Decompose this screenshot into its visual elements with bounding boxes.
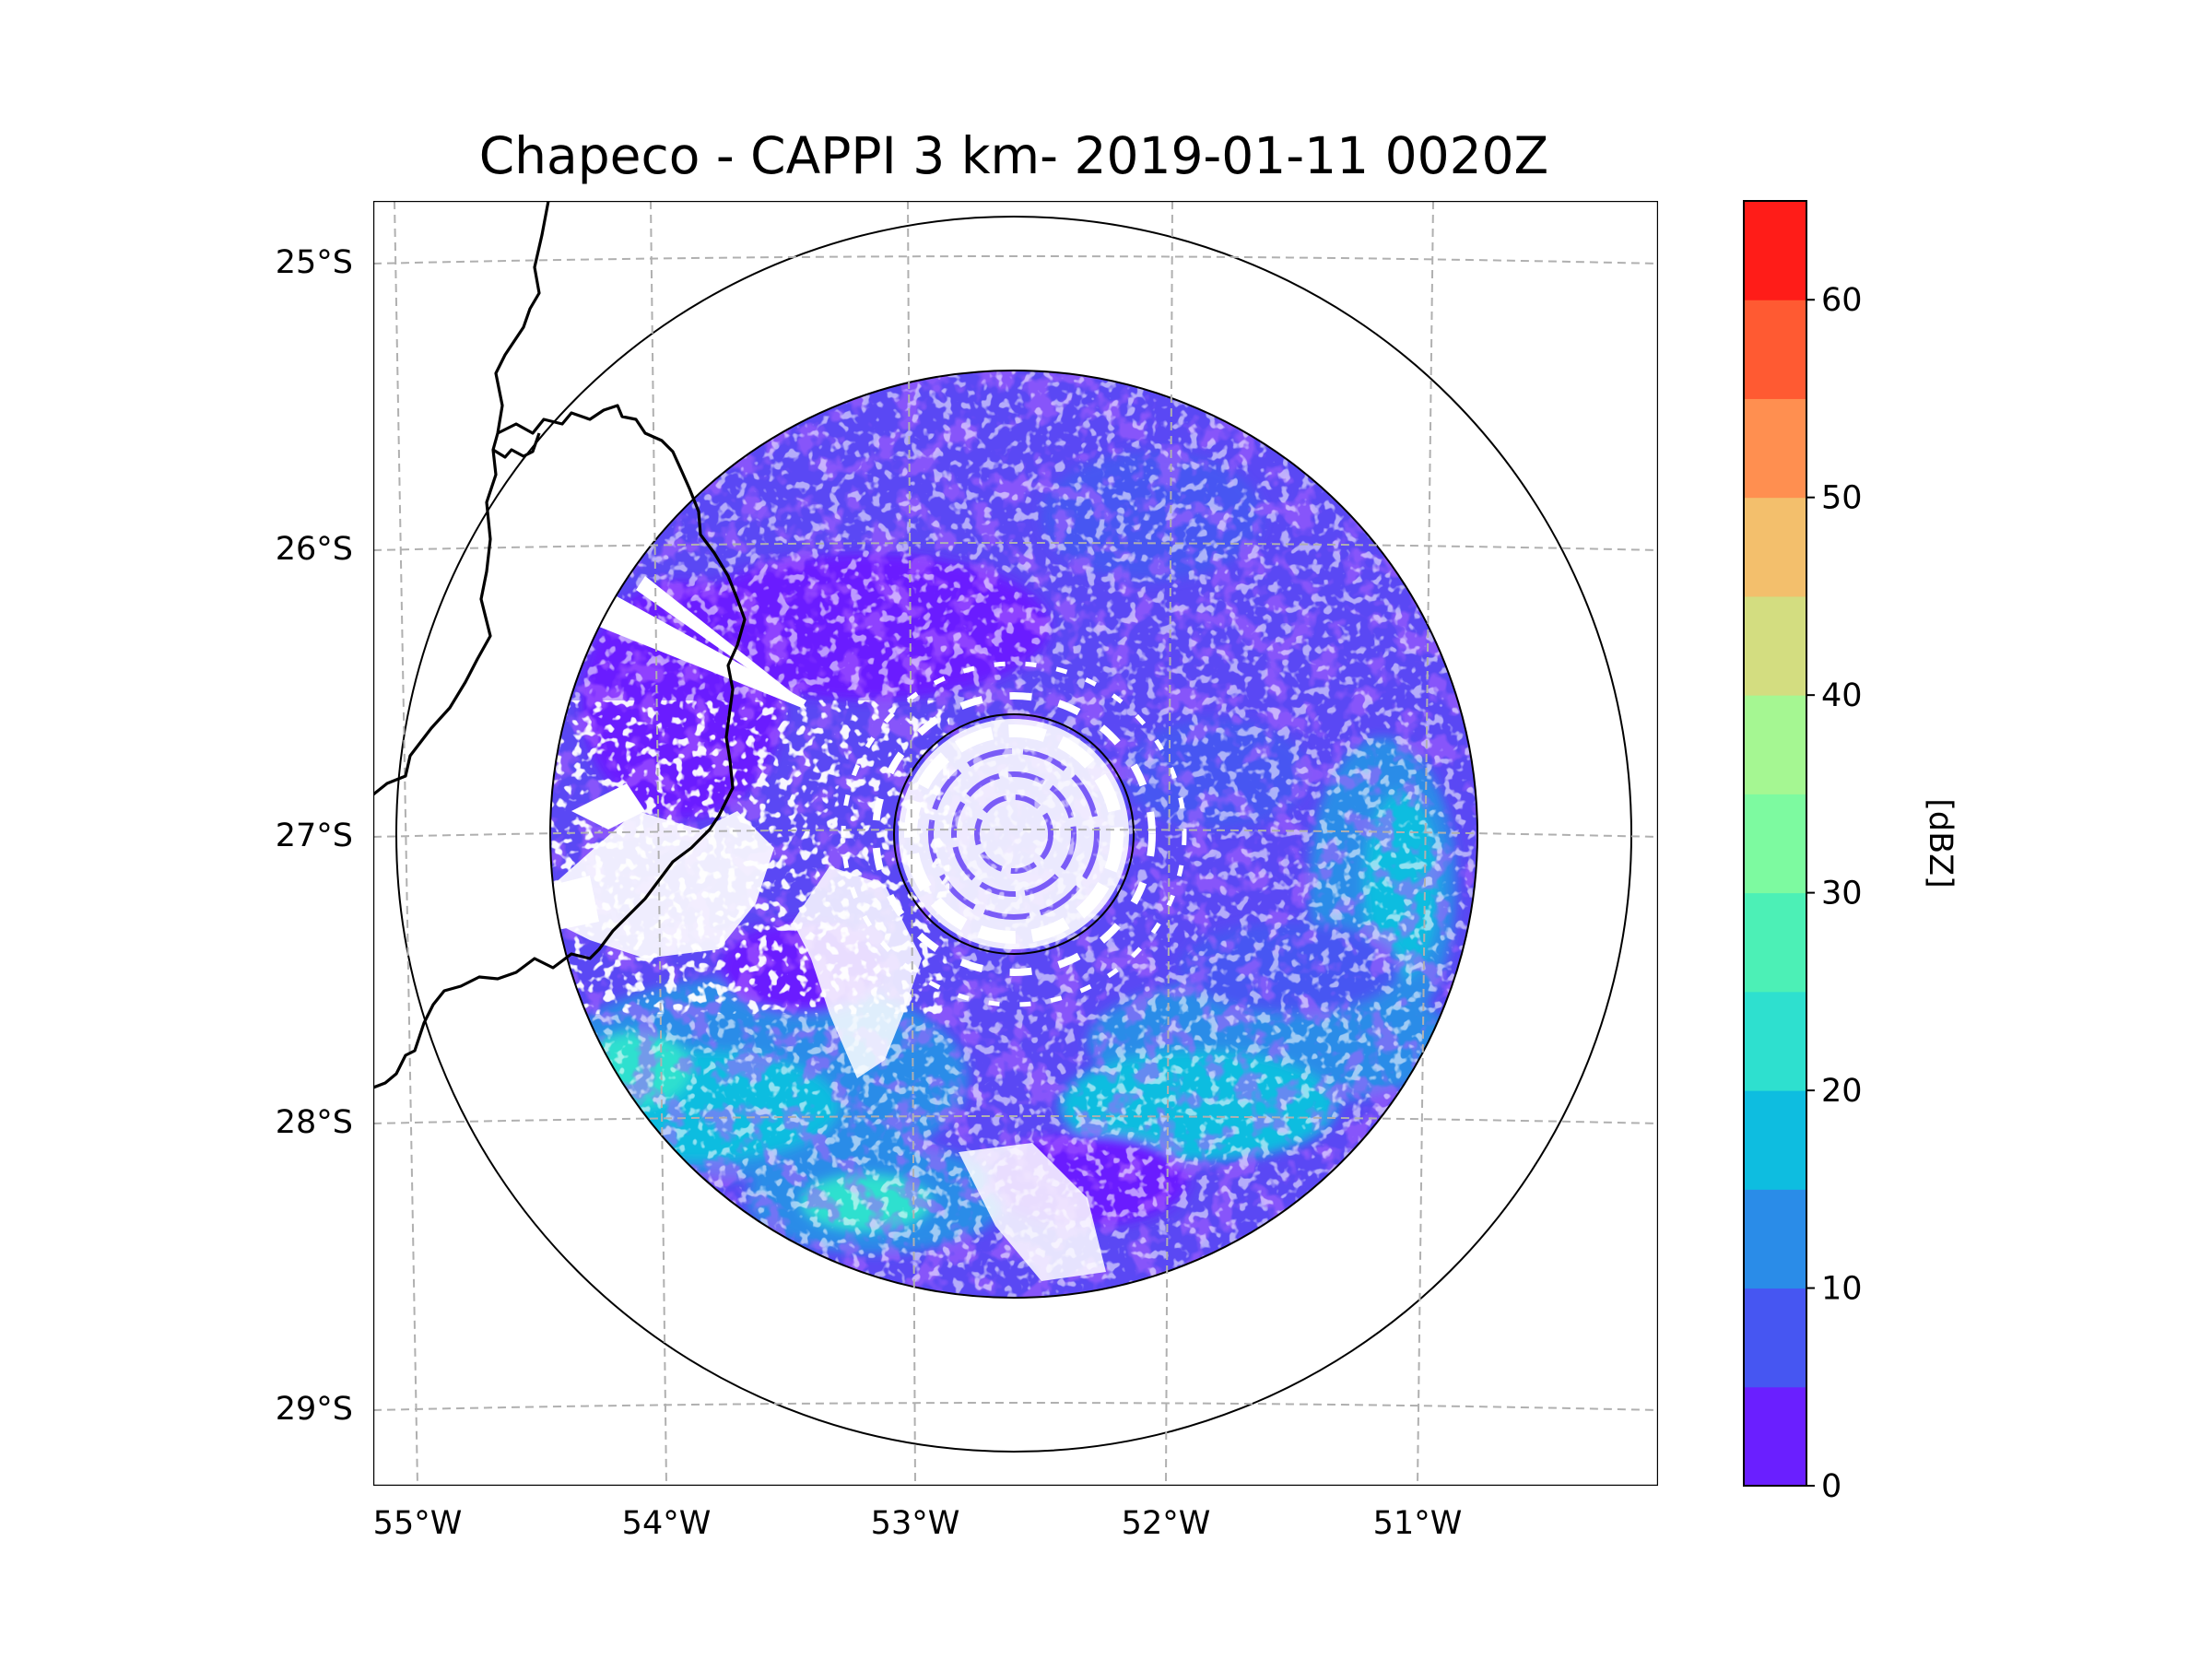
lon-tick-label: 51°W bbox=[1373, 1505, 1463, 1542]
colorbar-frame bbox=[1743, 200, 1807, 1487]
colorbar-tick-label: 0 bbox=[1821, 1468, 1841, 1505]
lat-tick-label: 28°S bbox=[276, 1104, 353, 1141]
colorbar-band bbox=[1744, 1288, 1806, 1388]
colorbar-band bbox=[1744, 991, 1806, 1091]
colorbar-tick-label: 20 bbox=[1821, 1073, 1863, 1110]
colorbar-tick-label: 30 bbox=[1821, 876, 1863, 912]
lat-tick-label: 25°S bbox=[276, 244, 353, 281]
lon-tick-label: 53°W bbox=[871, 1505, 960, 1542]
lat-tick-labels: 25°S 26°S 27°S 28°S 29°S bbox=[276, 244, 353, 1428]
lon-tick-labels: 55°W 54°W 53°W 52°W 51°W bbox=[373, 1505, 1463, 1542]
colorbar-tick-label: 50 bbox=[1821, 480, 1863, 517]
lat-tick-label: 26°S bbox=[276, 531, 353, 568]
colorbar-band bbox=[1744, 892, 1806, 993]
range-ring-outer bbox=[395, 216, 1632, 1453]
range-ring-inner bbox=[893, 713, 1135, 955]
colorbar-tick-label: 10 bbox=[1821, 1271, 1863, 1308]
colorbar: 0 10 20 30 40 50 60 [dBZ] bbox=[1743, 200, 1959, 1505]
colorbar-label: [dBZ] bbox=[1922, 798, 1959, 888]
colorbar-bands bbox=[1744, 201, 1806, 1487]
colorbar-band bbox=[1744, 595, 1806, 696]
lon-tick-label: 52°W bbox=[1122, 1505, 1211, 1542]
figure-title: Chapeco - CAPPI 3 km- 2019-01-11 0020Z bbox=[479, 126, 1548, 185]
colorbar-band bbox=[1744, 201, 1806, 300]
colorbar-band bbox=[1744, 695, 1806, 794]
lon-tick-label: 54°W bbox=[622, 1505, 712, 1542]
graticule bbox=[373, 201, 1658, 1486]
colorbar-band bbox=[1744, 1090, 1806, 1190]
colorbar-band bbox=[1744, 497, 1806, 597]
colorbar-ticks: 0 10 20 30 40 50 60 bbox=[1806, 282, 1863, 1505]
colorbar-band bbox=[1744, 794, 1806, 894]
colorbar-tick-label: 60 bbox=[1821, 282, 1863, 319]
political-borders bbox=[373, 201, 747, 1089]
colorbar-tick-label: 40 bbox=[1821, 677, 1863, 714]
lon-tick-label: 55°W bbox=[373, 1505, 463, 1542]
colorbar-band bbox=[1744, 398, 1806, 499]
range-ring-outer-data bbox=[549, 370, 1478, 1299]
map-axes bbox=[373, 201, 1658, 1486]
colorbar-band bbox=[1744, 1386, 1806, 1487]
colorbar-band bbox=[1744, 300, 1806, 399]
colorbar-band bbox=[1744, 1189, 1806, 1289]
lat-tick-label: 27°S bbox=[276, 818, 353, 854]
lat-tick-label: 29°S bbox=[276, 1391, 353, 1428]
